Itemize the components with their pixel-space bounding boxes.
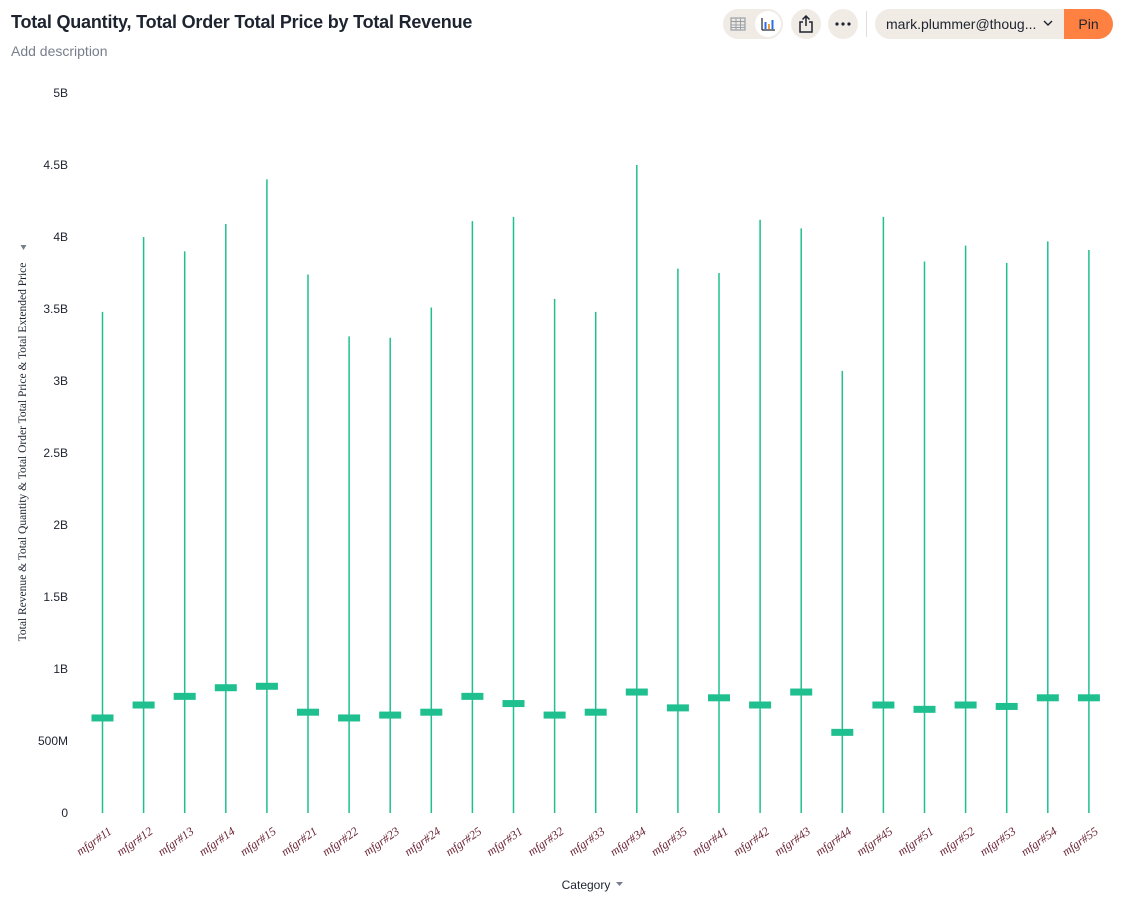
user-email: mark.plummer@thoug... [886, 16, 1037, 32]
value-bar[interactable] [1077, 694, 1100, 702]
value-bar[interactable] [379, 711, 402, 719]
value-bar[interactable] [625, 688, 648, 696]
x-tick-label: mfgr#25 [443, 824, 484, 859]
y-tick-label: 0 [61, 806, 68, 820]
value-bar[interactable] [872, 701, 895, 709]
y-tick-label: 1.5B [43, 590, 68, 604]
y-tick-label: 3B [53, 374, 68, 388]
value-bar[interactable] [461, 692, 484, 700]
value-bar[interactable] [255, 682, 278, 690]
x-tick-label: mfgr#21 [278, 824, 319, 859]
value-bar[interactable] [790, 688, 813, 696]
x-tick-label: mfgr#54 [1018, 824, 1059, 859]
y-tick-label: 4B [53, 230, 68, 244]
y-axis: 0 500M 1B 1.5B 2B 2.5B 3B 3.5B 4B 4.5B 5B [38, 86, 68, 820]
more-icon [835, 22, 851, 26]
toolbar-divider [866, 11, 867, 37]
x-tick-label: mfgr#55 [1059, 824, 1100, 859]
x-tick-label: mfgr#33 [566, 824, 607, 859]
x-tick-label: mfgr#13 [155, 824, 196, 859]
value-bar[interactable] [132, 701, 155, 709]
value-bar[interactable] [1036, 694, 1059, 702]
x-tick-label: mfgr#32 [525, 824, 566, 859]
share-button[interactable] [791, 9, 821, 39]
y-tick-label: 500M [38, 734, 68, 748]
value-bar[interactable] [297, 708, 319, 716]
y-tick-label: 1B [53, 662, 68, 676]
x-tick-label: mfgr#24 [402, 824, 443, 859]
pin-button[interactable]: Pin [1064, 9, 1113, 39]
x-tick-label: mfgr#23 [361, 824, 402, 859]
x-axis-label[interactable]: Category [562, 878, 611, 892]
add-description-link[interactable]: Add description [11, 43, 108, 59]
value-bar[interactable] [708, 694, 730, 702]
value-bar[interactable] [543, 711, 566, 719]
value-bar[interactable] [913, 705, 936, 713]
value-bar[interactable] [420, 708, 443, 716]
value-bar[interactable] [749, 701, 772, 709]
chart-view-button[interactable] [755, 11, 781, 37]
x-axis-menu-icon[interactable] [616, 882, 623, 886]
x-tick-label: mfgr#12 [114, 824, 155, 859]
x-tick-label: mfgr#52 [936, 824, 977, 859]
value-bar[interactable] [214, 684, 237, 692]
x-tick-label: mfgr#15 [237, 824, 278, 859]
value-bar[interactable] [666, 704, 689, 712]
x-tick-label: mfgr#34 [607, 824, 648, 859]
value-bar[interactable] [338, 714, 361, 722]
chevron-down-icon [1043, 20, 1053, 26]
y-tick-label: 5B [53, 86, 68, 100]
x-tick-label: mfgr#53 [977, 824, 1018, 859]
y-tick-label: 3.5B [43, 302, 68, 316]
user-select[interactable]: mark.plummer@thoug... [875, 9, 1067, 39]
y-axis-label[interactable]: Total Revenue & Total Quantity & Total O… [17, 263, 29, 642]
share-icon [799, 15, 813, 33]
x-tick-label: mfgr#31 [484, 824, 525, 859]
value-bar[interactable] [831, 728, 854, 736]
x-tick-label: mfgr#11 [74, 824, 115, 858]
value-bar[interactable] [995, 702, 1018, 710]
x-tick-label: mfgr#41 [689, 824, 730, 859]
value-bar[interactable] [954, 701, 977, 709]
x-tick-label: mfgr#43 [772, 824, 813, 859]
y-axis-menu-icon[interactable] [20, 245, 27, 250]
table-view-button[interactable] [725, 11, 751, 37]
x-tick-label: mfgr#44 [813, 824, 854, 859]
chart-icon [761, 18, 775, 31]
value-bar[interactable] [91, 714, 114, 722]
x-tick-label: mfgr#14 [196, 824, 237, 859]
value-bar[interactable] [584, 708, 607, 716]
value-bar[interactable] [173, 692, 196, 700]
x-tick-label: mfgr#35 [648, 824, 689, 859]
y-tick-label: 4.5B [43, 158, 68, 172]
chart-title: Total Quantity, Total Order Total Price … [11, 12, 473, 32]
x-tick-label: mfgr#22 [319, 824, 360, 859]
view-toggle [723, 9, 783, 39]
x-tick-label: mfgr#42 [730, 824, 771, 859]
x-tick-label: mfgr#51 [895, 824, 936, 859]
y-tick-label: 2B [53, 518, 68, 532]
chart-marks [91, 165, 1100, 813]
x-tick-label: mfgr#45 [854, 824, 895, 859]
more-options-button[interactable] [828, 9, 858, 39]
table-icon [730, 17, 746, 31]
value-bar[interactable] [502, 700, 525, 708]
y-tick-label: 2.5B [43, 446, 68, 460]
x-axis: mfgr#11 mfgr#12 mfgr#13 mfgr#14 mfgr#15 mfgr#… [74, 824, 1101, 859]
